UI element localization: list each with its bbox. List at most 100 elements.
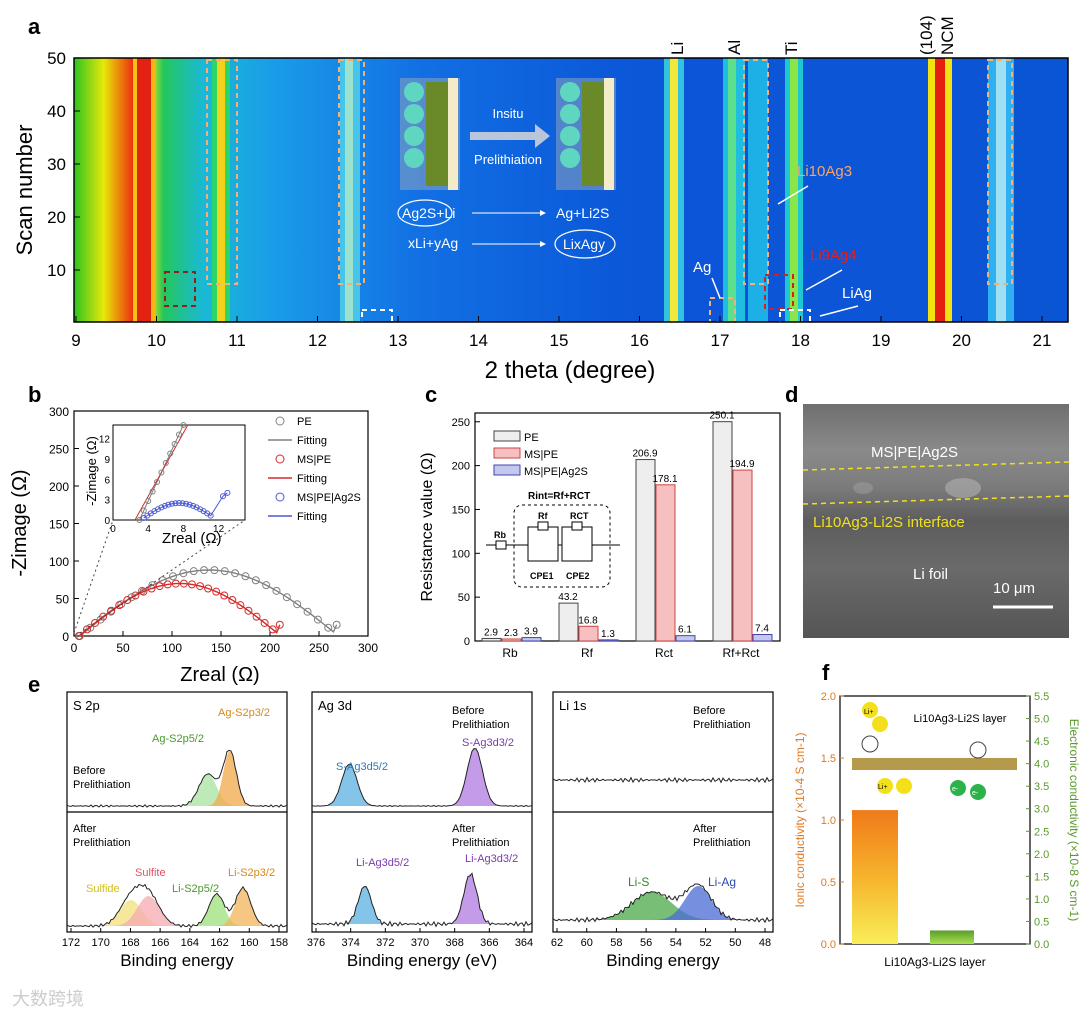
e-s2p-after-spectrum: [66, 883, 288, 929]
c-bar-MSPE-Rf: [578, 625, 599, 642]
b-inset-ytick-label: 9: [104, 455, 110, 466]
b-point-ms-pe: [91, 618, 100, 627]
b-point-ms-pe: [147, 584, 156, 593]
b-point-ms-pe: [139, 587, 148, 596]
c-legend-mspe: MS|PE: [524, 449, 558, 461]
b-legend-label-5: Fitting: [297, 511, 327, 523]
a-xtick-label: 13: [389, 331, 408, 350]
b-point-ms-pe: [99, 612, 108, 621]
b-point-ms-pe: [74, 632, 83, 640]
b-inset-point-ag2s: [172, 500, 179, 507]
f-right-tick-label: 0.5: [1034, 916, 1049, 928]
b-curves: [74, 566, 341, 640]
e-xtick-label: 172: [62, 937, 80, 949]
b-point-pe: [210, 566, 219, 575]
f-right-tick-label: 1.0: [1034, 894, 1049, 906]
e-xtick-label: 52: [699, 937, 711, 949]
e-s2p-a-peak3: Li-S2p5/2: [172, 883, 219, 895]
b-point-ms-pe: [220, 591, 229, 600]
e-before-li1s: Before: [693, 705, 725, 717]
c-bar-value-label: 6.1: [678, 625, 692, 636]
e-s2p-b-peak1: Ag-S2p5/2: [152, 733, 204, 745]
f-left-ylabel: Ionic conductivity (×10-4 S cm-1): [793, 732, 807, 907]
b-point-pe: [293, 600, 302, 609]
c-ytick-label: 200: [452, 461, 470, 473]
top-label-al: Al: [725, 40, 744, 55]
f-left-tick-label: 1.0: [821, 815, 836, 827]
e-title-ag3d: Ag 3d: [318, 698, 352, 713]
b-ytick-label: 200: [49, 480, 69, 494]
e-ag-before-spectrum: [311, 748, 533, 808]
cell-schematic-right: [556, 78, 616, 190]
e-after-ag3d: After: [452, 823, 476, 835]
e-s2p-a-peak1: Sulfide: [86, 883, 120, 895]
f-right-tick-label: 0.0: [1034, 939, 1049, 951]
e-s2p-after-peak: [67, 888, 287, 926]
e-xtick-label: 160: [240, 937, 258, 949]
b-inset-point-ag2s: [158, 504, 165, 511]
c-ytick-label: 50: [458, 592, 470, 604]
e-ag-before-peak: [312, 748, 532, 806]
c-xtick-label: Rf: [581, 646, 594, 660]
f-electron-left: e-: [952, 786, 959, 793]
b-point-pe: [179, 569, 188, 578]
panel-letter-b: b: [28, 382, 42, 407]
b-point-ms-pe: [212, 587, 221, 596]
e-xtick-label: 374: [341, 937, 359, 949]
annot-li9ag4: Li9Ag4: [810, 247, 857, 264]
b-point-ms-pe: [82, 625, 91, 634]
e-ag-b-peak2: S-Ag3d3/2: [462, 737, 514, 749]
b-point-ms-pe: [187, 580, 196, 589]
f-right-tick-label: 2.0: [1034, 849, 1049, 861]
c-y-tick-labels: 0 50 100 150 200 250: [452, 417, 480, 648]
b-xtick-label: 100: [162, 641, 182, 655]
e-ag-after-peak: [312, 874, 532, 924]
b-fit-ms-pe: [78, 582, 281, 637]
a-xtick-label: 9: [71, 331, 80, 350]
b-xtick-label: 50: [116, 641, 130, 655]
b-inset-point-ag2s: [224, 489, 231, 496]
b-point-ms-pe: [155, 582, 164, 591]
c-circuit-cpe1: CPE1: [530, 571, 554, 581]
c-ytick-label: 150: [452, 504, 470, 516]
b-inset-point-ag2s: [176, 500, 182, 507]
b-inset-point-pe: [154, 479, 160, 485]
b-point-pe: [189, 567, 198, 576]
top-label-li: Li: [668, 42, 687, 55]
watermark: 大数跨境: [12, 989, 84, 1009]
b-point-ms-pe: [236, 601, 245, 610]
b-point-pe: [220, 567, 229, 576]
b-legend-label-4: MS|PE|Ag2S: [297, 492, 361, 504]
c-bar-MSPE-Rct: [655, 484, 676, 642]
c-legend-pe: PE: [524, 432, 539, 444]
f-left-tick-label: 0.0: [821, 939, 836, 951]
b-inset-point-pe: [158, 469, 165, 476]
e-title-s2p: S 2p: [73, 698, 100, 713]
c-xtick-label: Rf+Rct: [722, 646, 760, 660]
e-xlabel-ag3d: Binding energy (eV): [347, 951, 497, 970]
top-label-ti: Ti: [782, 41, 801, 55]
conductivity-chart: 0.0 0.5 1.0 1.5 2.0 0.0 0.5 1.0 1.5 2.0 2.5 3.0 3.5 4…: [793, 691, 1080, 969]
b-point-ms-pe: [179, 579, 188, 588]
e-ag-a-peak1: Li-Ag3d5/2: [356, 857, 409, 869]
e-xtick-label: 376: [307, 937, 325, 949]
e-xtick-label: 50: [729, 937, 741, 949]
c-circuit-rf: Rf: [538, 511, 548, 521]
a-xtick-label: 19: [872, 331, 891, 350]
b-xtick-label: 150: [211, 641, 231, 655]
e-xtick-label: 60: [581, 937, 593, 949]
annot-liag: LiAg: [842, 285, 872, 302]
c-circuit-rct: RCT: [570, 511, 589, 521]
c-x-tick-labels: Rb Rf Rct Rf+Rct: [502, 646, 760, 660]
b-point-ms-pe: [107, 606, 116, 615]
b-point-ms-pe: [268, 625, 277, 634]
sem-image: MS|PE|Ag2S Li10Ag3-Li2S interface Li foi…: [803, 404, 1069, 638]
b-point-pe: [241, 572, 250, 581]
e-xtick-label: 62: [551, 937, 563, 949]
c-bar-PE-Rb: [481, 637, 502, 642]
panel-letter-f: f: [822, 660, 830, 685]
f-right-tick-label: 3.5: [1034, 781, 1049, 793]
b-point-pe: [324, 623, 333, 632]
top-label-ncm: NCM: [938, 16, 957, 55]
